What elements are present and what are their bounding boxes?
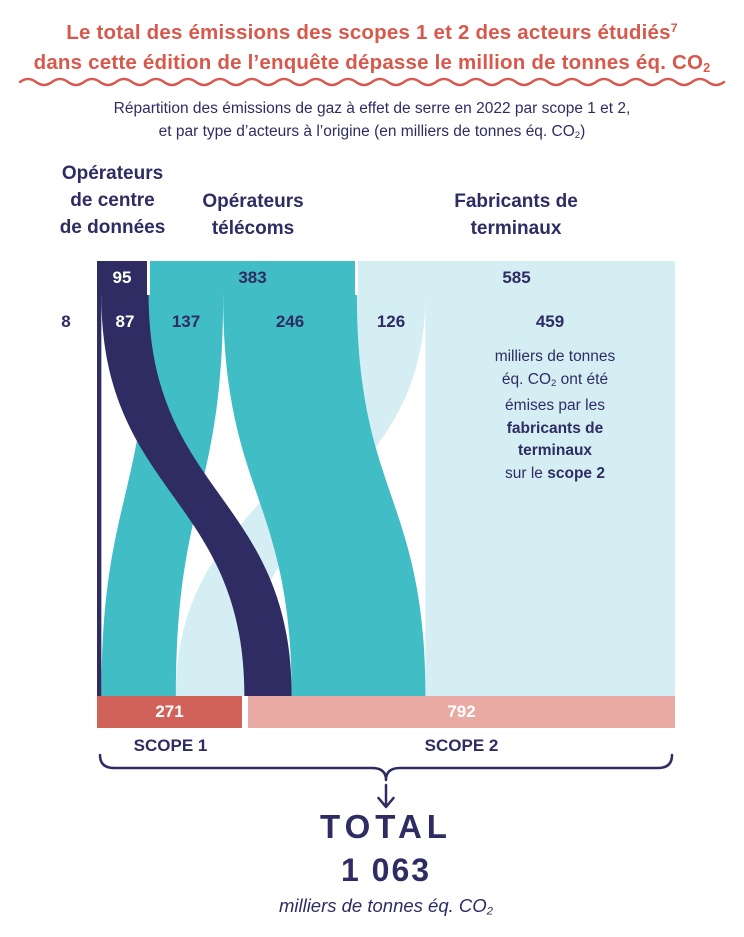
node-devices-value: 585 [502, 268, 531, 287]
sankey-flow-ribbon [101, 295, 292, 696]
total-block: TOTAL 1 063 milliers de tonnes éq. CO2 [97, 808, 675, 918]
sankey-flow-ribbon [101, 295, 224, 696]
total-unit-text: milliers de tonnes éq. CO [278, 895, 487, 916]
annotation-line: émises par les [505, 397, 605, 415]
node-telecoms: 383 [150, 261, 355, 295]
flow-value-devices-scope2: 459 [535, 312, 565, 331]
curly-brace-icon [98, 753, 674, 782]
node-scope2: 792 [248, 696, 675, 728]
scope2-label: SCOPE 2 [424, 736, 499, 755]
total-unit: milliers de tonnes éq. CO2 [97, 895, 675, 918]
sankey-diagram [97, 295, 675, 696]
annotation-text: ont été [556, 370, 609, 388]
node-datacenters: 95 [97, 261, 147, 295]
node-scope1-value: 271 [155, 702, 184, 721]
annotation-line-bold: terminaux [517, 442, 593, 460]
co2-subscript: 2 [551, 377, 557, 389]
main-title: Le total des émissions des scopes 1 et 2… [0, 13, 744, 83]
total-value: 1 063 [340, 852, 432, 888]
annotation-scope2-bold: scope 2 [547, 464, 605, 482]
node-scope1: 271 [97, 696, 242, 728]
co2-subscript: 2 [486, 905, 494, 918]
annotation-line: éq. CO2 ont été [452, 369, 658, 396]
annotation-text: sur le [505, 464, 548, 482]
sankey-flow-ribbon [425, 295, 675, 696]
annotation-text: éq. CO [501, 370, 552, 388]
subtitle-line-1: Répartition des émissions de gaz à effet… [113, 100, 631, 117]
node-datacenters-value: 95 [112, 268, 132, 287]
flow-value-telecoms-scope1: 137 [171, 312, 201, 331]
title-text-1: Le total des émissions des scopes 1 et 2… [66, 20, 671, 44]
co2-subscript: 2 [703, 59, 711, 75]
annotation-line: milliers de tonnes [494, 348, 616, 365]
flow-value-telecoms-scope2: 246 [275, 312, 305, 331]
subtitle-text-2-end: ) [580, 123, 586, 140]
chart-subtitle: Répartition des émissions de gaz à effet… [0, 97, 744, 147]
column-header-datacenters: Opérateurs de centre de données [59, 163, 166, 238]
down-arrow-icon [377, 783, 395, 809]
annotation-line-bold: fabricants de [506, 419, 604, 437]
footnote-superscript: 7 [670, 21, 678, 35]
annotation-459: milliers de tonnes éq. CO2 ont été émise… [452, 346, 658, 485]
subtitle-text-2: et par type d’acteurs à l’origine (en mi… [158, 123, 575, 140]
node-telecoms-value: 383 [238, 268, 267, 287]
flow-value-datacenters-scope1: 8 [61, 312, 71, 331]
sankey-flow-ribbon [223, 295, 426, 696]
scope1-label: SCOPE 1 [133, 736, 208, 755]
total-label: TOTAL [320, 808, 452, 845]
wavy-underline [18, 77, 726, 87]
node-devices: 585 [358, 261, 675, 295]
flow-value-datacenters-scope2: 87 [115, 312, 135, 331]
subtitle-line-2: et par type d’acteurs à l’origine (en mi… [0, 120, 744, 147]
title-text-2: dans cette édition de l’enquête dépasse … [33, 50, 704, 74]
title-line-1: Le total des émissions des scopes 1 et 2… [0, 13, 744, 48]
node-scope2-value: 792 [447, 702, 476, 721]
sankey-flow-ribbon [97, 295, 102, 696]
co2-subscript: 2 [574, 130, 581, 142]
brace-and-arrow [98, 753, 674, 809]
title-line-2: dans cette édition de l’enquête dépasse … [0, 48, 744, 83]
flow-value-devices-scope1: 126 [376, 312, 406, 331]
column-header-devices: Fabricants de terminaux [454, 191, 578, 239]
annotation-line: sur le scope 2 [452, 463, 658, 486]
column-header-telecoms: Opérateurs télécoms [202, 191, 304, 239]
